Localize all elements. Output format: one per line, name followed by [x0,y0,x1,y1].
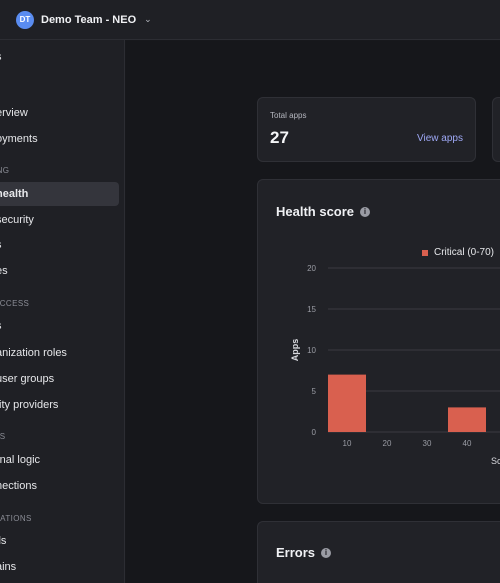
sidebar-item-label: nections [0,480,37,492]
sidebar-item[interactable]: s [0,233,119,257]
stat-card [492,97,500,162]
chevron-down-icon[interactable]: ⌄ [144,14,152,24]
sidebar-item-organization-roles[interactable]: anization roles [0,341,119,365]
x-tick-label: 20 [383,439,392,448]
sidebar-item-label: anization roles [0,347,67,359]
sidebar-item-label: s [0,239,2,251]
sidebar-item-connections[interactable]: nections [0,474,119,498]
x-tick-label: 40 [463,439,472,448]
sidebar-section-monitoring: ING [0,166,10,175]
sidebar-item-label: erview [0,107,28,119]
sidebar-item-label: user groups [0,373,55,385]
errors-card: Errors i [257,521,500,583]
sidebar-item[interactable]: s [0,314,119,338]
y-tick-label: 15 [307,305,316,314]
info-icon[interactable]: i [321,547,332,558]
sidebar-item-domains[interactable]: ains [0,555,119,579]
sidebar-item-user-groups[interactable]: user groups [0,367,119,391]
total-apps-card: Total apps 27 View apps [257,97,476,162]
bar [328,374,366,432]
sidebar-item-label: security [0,214,34,226]
y-axis-label: Apps [290,339,300,362]
x-tick-label: 30 [423,439,432,448]
info-icon[interactable]: i [360,206,371,217]
sidebar-section-access: ACCESS [0,299,30,308]
sidebar-section: ES [0,432,6,441]
sidebar-item[interactable]: s [0,45,119,69]
sidebar-item-label: health [0,188,29,200]
x-tick-label: 10 [343,439,352,448]
sidebar-item-label: s [0,51,2,63]
y-tick-label: 0 [312,428,317,437]
view-apps-link[interactable]: View apps [417,133,463,144]
sidebar-item-security[interactable]: security [0,208,119,232]
health-score-title: Health score i [276,204,371,219]
x-axis-label: Sc [491,456,500,466]
sidebar-item-internal-logic[interactable]: rnal logic [0,448,119,472]
sidebar-item-health[interactable]: health [0,182,119,206]
chart-legend[interactable]: Critical (0-70) [421,247,494,258]
sidebar-item-emails[interactable]: ils [0,529,119,553]
main-content: Total apps 27 View apps Health score i C… [126,41,500,583]
team-avatar[interactable]: DT [16,10,34,29]
sidebar-section-integrations: RATIONS [0,514,32,523]
sidebar-item-identity-providers[interactable]: tity providers [0,393,119,417]
y-tick-label: 5 [312,387,317,396]
legend-label-critical: Critical (0-70) [433,247,494,258]
sidebar-item-label: es [0,265,8,277]
bar [448,407,486,432]
sidebar-item-label: tity providers [0,399,59,411]
sidebar-item-label: ils [0,535,7,547]
sidebar: s erview oyments ING health security s e… [0,40,125,583]
total-apps-value: 27 [270,128,289,147]
sidebar-item-deployments[interactable]: oyments [0,127,119,151]
y-tick-label: 20 [307,264,316,273]
sidebar-item-overview[interactable]: erview [0,101,119,125]
health-score-chart: 0 5 10 15 20 Apps 10 20 30 40 Sc [290,264,500,466]
sidebar-item[interactable]: es [0,259,119,283]
errors-title: Errors i [276,545,332,560]
team-name[interactable]: Demo Team - NEO [41,13,137,26]
total-apps-label: Total apps [270,111,307,120]
sidebar-item-label: s [0,320,2,332]
sidebar-item-label: rnal logic [0,454,41,466]
sidebar-item-label: oyments [0,133,38,145]
top-bar: DT Demo Team - NEO ⌄ [0,0,500,40]
health-score-card: Health score i Critical (0-70) 0 5 10 15 20 A… [257,179,500,504]
legend-swatch-critical [421,249,428,256]
sidebar-item-label: ains [0,561,17,573]
y-tick-label: 10 [307,346,316,355]
